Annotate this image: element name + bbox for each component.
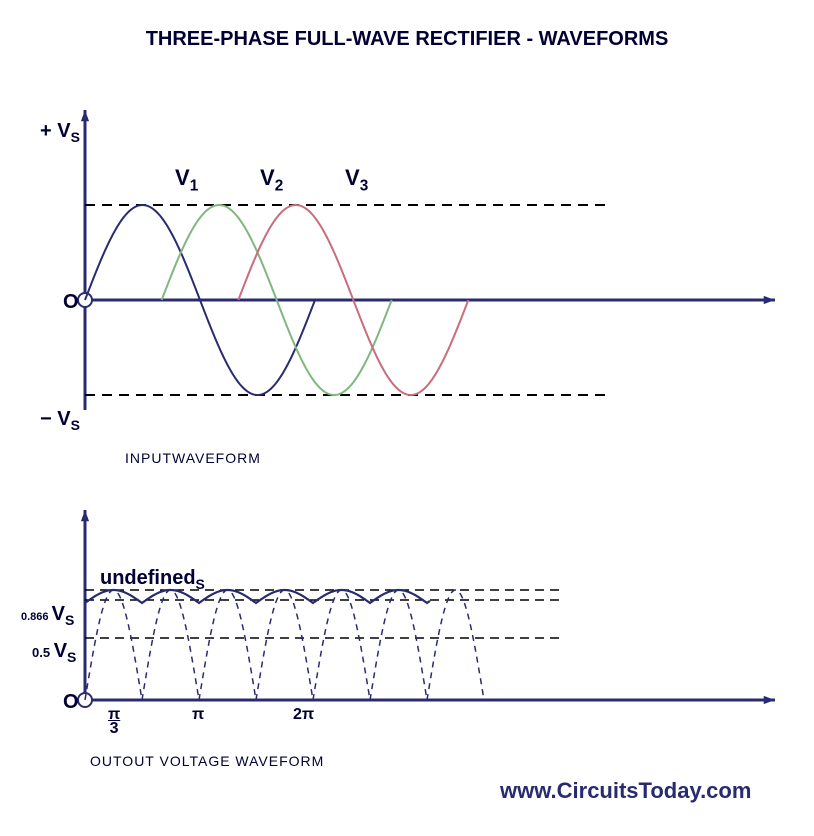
svg-text:O: O <box>63 691 79 713</box>
input-y-negative-label: − VS <box>40 408 80 433</box>
x-tick-pi: π <box>192 708 204 722</box>
output-vs-label: undefinedS <box>100 567 205 592</box>
x-tick-2pi: 2π <box>293 708 314 722</box>
phase-3-label: V3 <box>345 165 368 195</box>
output-caption: OUTOUT VOLTAGE WAVEFORM <box>90 753 324 769</box>
input-y-positive-label: + VS <box>40 120 80 145</box>
output-05-label: 0.5 VS <box>32 640 76 665</box>
input-caption: INPUTWAVEFORM <box>125 450 261 466</box>
attribution-link[interactable]: www.CircuitsToday.com <box>500 778 751 804</box>
x-tick-pi3: π3 <box>108 708 120 736</box>
waveform-canvas: OO <box>0 0 814 836</box>
phase-2-label: V2 <box>260 165 283 195</box>
phase-1-label: V1 <box>175 165 198 195</box>
output-0866-label: 0.866 VS <box>21 603 74 628</box>
page-title: THREE-PHASE FULL-WAVE RECTIFIER - WAVEFO… <box>0 28 814 51</box>
svg-text:O: O <box>63 291 79 313</box>
